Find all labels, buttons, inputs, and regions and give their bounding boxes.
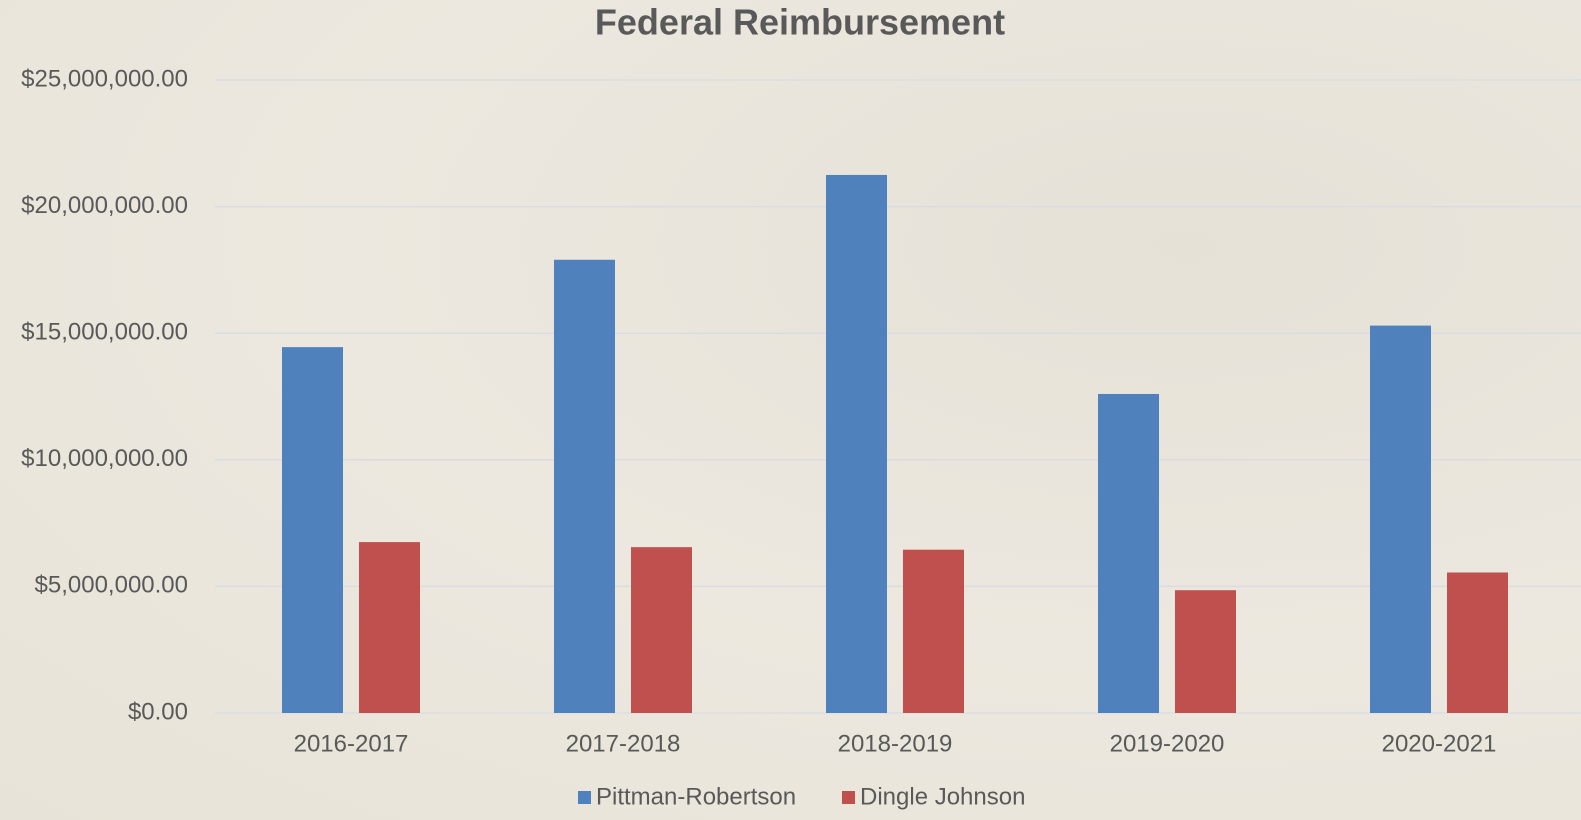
- y-tick-label: $25,000,000.00: [21, 65, 188, 92]
- x-tick-label: 2016-2017: [294, 730, 409, 757]
- y-tick-label: $10,000,000.00: [21, 445, 188, 472]
- bar: [631, 547, 692, 713]
- bar: [359, 542, 420, 713]
- chart-title: Federal Reimbursement: [595, 2, 1005, 43]
- y-tick-label: $5,000,000.00: [35, 572, 188, 599]
- bar: [1447, 572, 1508, 713]
- bar: [1175, 590, 1236, 713]
- x-tick-label: 2019-2020: [1110, 730, 1225, 757]
- legend-label: Dingle Johnson: [860, 783, 1025, 810]
- bar: [1370, 325, 1431, 713]
- bar: [826, 174, 887, 713]
- x-tick-label: 2020-2021: [1382, 730, 1497, 757]
- x-tick-label: 2018-2019: [838, 730, 953, 757]
- bar: [282, 347, 343, 713]
- y-tick-label: $20,000,000.00: [21, 192, 188, 219]
- bar: [1098, 393, 1159, 713]
- bar: [903, 549, 964, 713]
- y-tick-label: $0.00: [128, 698, 188, 725]
- x-tick-label: 2017-2018: [566, 730, 681, 757]
- legend-swatch: [842, 791, 855, 804]
- legend-label: Pittman-Robertson: [596, 783, 796, 810]
- legend-swatch: [578, 791, 591, 804]
- y-tick-label: $15,000,000.00: [21, 319, 188, 346]
- bar: [554, 259, 615, 713]
